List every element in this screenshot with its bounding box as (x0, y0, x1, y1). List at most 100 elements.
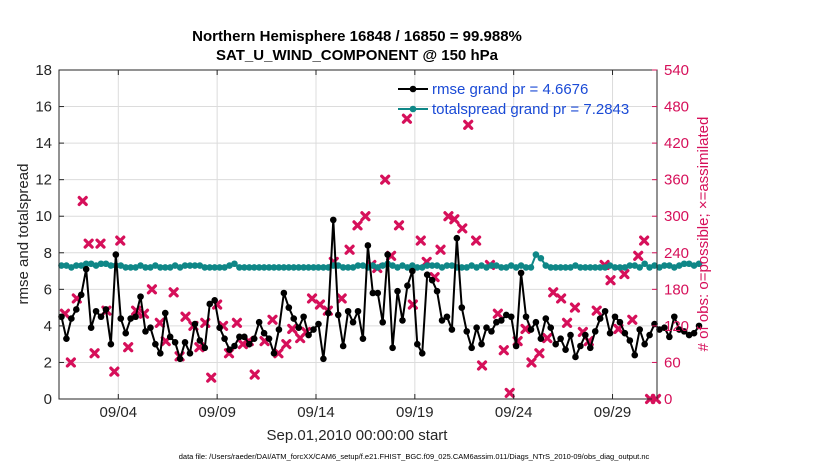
totalspread-point (127, 264, 134, 271)
rmse-point (582, 331, 589, 339)
rmse-point (453, 234, 461, 242)
rmse-point (142, 328, 149, 335)
rmse-point (221, 335, 228, 342)
rmse-point (488, 328, 495, 335)
obs-assimilated-marker (435, 244, 446, 255)
obs-assimilated-marker (314, 299, 326, 310)
y-right-tick-label: 60 (664, 354, 681, 371)
x-tick-label: 09/04 (100, 404, 138, 421)
rmse-point (586, 344, 594, 352)
obs-assimilated-marker (443, 211, 454, 222)
rmse-point (63, 335, 70, 342)
obs-assimilated-marker (561, 317, 573, 328)
obs-assimilated-marker (146, 284, 158, 295)
rmse-point (290, 315, 298, 322)
totalspread-series (58, 251, 703, 271)
rmse-point (418, 350, 426, 357)
rmse-point (250, 335, 258, 342)
obs-assimilated-marker (556, 293, 567, 304)
obs-assimilated-marker (287, 323, 298, 335)
totalspread-point (255, 264, 263, 271)
totalspread-point (354, 262, 362, 269)
totalspread-point (315, 264, 322, 271)
rmse-point (552, 340, 559, 348)
obs-assimilated-marker (65, 357, 76, 368)
y-left-tick-label: 10 (35, 208, 52, 225)
rmse-point (92, 307, 100, 315)
rmse-point (557, 335, 564, 342)
totalspread-point (216, 264, 223, 271)
rmse-point (567, 331, 574, 339)
rmse-point (438, 317, 446, 324)
x-axis-label: Sep.01,2010 00:00:00 start (267, 427, 449, 444)
rmse-point (414, 340, 421, 348)
rmse-point (300, 313, 307, 321)
rmse-point (601, 307, 609, 315)
obs-assimilated-marker (520, 323, 531, 335)
rmse-point (631, 351, 639, 359)
rmse-point (577, 342, 584, 350)
rmse-point (181, 339, 189, 346)
rmse-point (572, 353, 579, 361)
rmse-point (621, 329, 629, 337)
obs-assimilated-marker (154, 317, 165, 328)
rmse-point (537, 335, 545, 342)
totalspread-point (586, 264, 594, 271)
rmse-point (97, 313, 105, 321)
obs-assimilated-marker (249, 369, 260, 380)
obs-assimilated-marker (492, 308, 503, 319)
rmse-point (339, 342, 347, 350)
totalspread-point (577, 264, 584, 271)
obs-assimilated-marker (605, 275, 616, 286)
obs-assimilated-marker (180, 311, 191, 322)
obs-assimilated-marker (83, 238, 94, 249)
rmse-point (295, 324, 302, 332)
rmse-point (394, 287, 401, 295)
rmse-point (255, 318, 263, 326)
y-right-tick-label: 0 (664, 391, 672, 408)
obs-assimilated-marker (206, 372, 217, 383)
rmse-point (196, 337, 204, 344)
y-right-tick-label: 540 (664, 62, 689, 79)
totalspread-point (241, 264, 248, 271)
rmse-point (616, 318, 624, 326)
y-right-tick-label: 420 (664, 135, 689, 152)
obs-assimilated-marker (231, 317, 243, 328)
y-right-tick-label: 240 (664, 245, 689, 262)
rmse-point (137, 293, 144, 300)
obs-assimilated-marker (237, 339, 248, 350)
totalspread-point (680, 260, 688, 268)
rmse-point (147, 324, 154, 332)
y-left-tick-label: 18 (35, 62, 52, 79)
totalspread-point (636, 264, 644, 271)
totalspread-point (458, 264, 466, 271)
totalspread-point (290, 264, 298, 271)
rmse-point (236, 333, 243, 341)
rmse-point (152, 340, 159, 348)
obs-assimilated-marker (526, 357, 537, 368)
y-right-tick-label: 360 (664, 172, 689, 189)
rmse-point (596, 315, 604, 322)
rmse-point (389, 344, 396, 352)
obs-assimilated-marker (548, 287, 559, 298)
y-axis-label-right: # of obs: o=possible; ×=assimilated (695, 117, 712, 352)
rmse-point (260, 329, 268, 337)
rmse-point (443, 313, 451, 321)
rmse-point (102, 306, 110, 313)
rmse-point (646, 331, 653, 339)
rmse-point (166, 333, 174, 341)
totalspread-point (591, 264, 599, 271)
legend-spread-marker (409, 105, 417, 113)
totalspread-point (582, 264, 589, 271)
rmse-point (325, 309, 332, 317)
rmse-point (547, 324, 555, 332)
rmse-point (275, 326, 283, 333)
totalspread-point (562, 264, 569, 271)
totalspread-point (596, 264, 604, 271)
totalspread-point (280, 264, 288, 271)
rmse-point (661, 324, 668, 332)
rmse-point (522, 313, 530, 321)
obs-assimilated-marker (336, 293, 347, 304)
totalspread-point (339, 264, 347, 271)
rmse-point (320, 355, 327, 363)
